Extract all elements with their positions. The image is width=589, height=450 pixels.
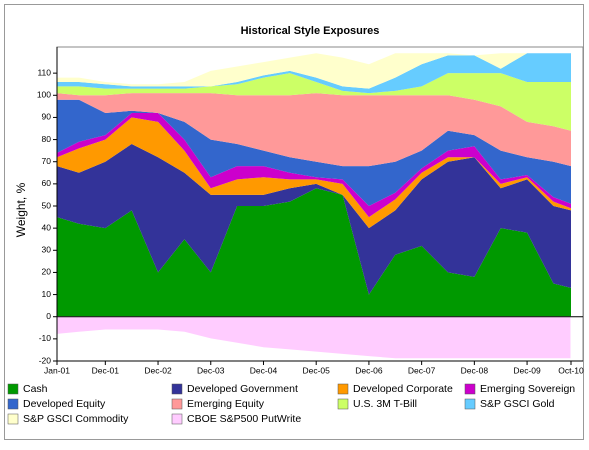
y-tick-label: 0	[46, 311, 51, 321]
legend-swatch	[464, 383, 476, 395]
x-tick-label: Dec-05	[302, 365, 330, 375]
y-tick-label: -10	[39, 333, 52, 343]
x-tick-label: Dec-07	[408, 365, 436, 375]
legend-label: Developed Government	[187, 383, 298, 395]
legend-swatch	[337, 383, 349, 395]
x-tick-label: Oct-10	[558, 365, 584, 375]
area	[57, 99, 571, 206]
legend-label: Cash	[23, 383, 48, 395]
x-tick-label: Dec-08	[461, 365, 489, 375]
legend-swatch	[171, 398, 183, 410]
x-tick-label: Dec-06	[355, 365, 383, 375]
x-tick-label: Jan-01	[44, 365, 70, 375]
x-tick-label: Dec-01	[92, 365, 120, 375]
legend-swatch	[7, 413, 19, 425]
area	[57, 144, 571, 295]
x-tick-label: Dec-09	[513, 365, 541, 375]
area	[57, 93, 571, 167]
y-tick-label: 40	[42, 222, 52, 232]
y-tick-label: 80	[42, 134, 52, 144]
y-tick-label: 90	[42, 112, 52, 122]
legend-swatch	[171, 413, 183, 425]
area	[57, 53, 571, 89]
x-tick-label: Dec-02	[144, 365, 172, 375]
y-tick-label: 50	[42, 200, 52, 210]
legend-label: U.S. 3M T-Bill	[353, 398, 417, 410]
area	[57, 188, 571, 317]
y-tick-label: 20	[42, 267, 52, 277]
x-tick-label: Dec-04	[250, 365, 278, 375]
legend-label: Developed Equity	[23, 398, 106, 410]
legend-label: Emerging Equity	[187, 398, 265, 410]
x-tick-label: Dec-03	[197, 365, 225, 375]
chart-title: Historical Style Exposures	[241, 25, 380, 37]
legend-label: S&P GSCI Gold	[480, 398, 555, 410]
legend-label: Emerging Sovereign	[480, 383, 575, 395]
legend-swatch	[7, 383, 19, 395]
area	[57, 73, 571, 131]
legend-swatch	[171, 383, 183, 395]
y-tick-label: 110	[37, 67, 51, 77]
y-tick-label: 70	[42, 156, 52, 166]
y-tick-label: -20	[39, 355, 52, 365]
area	[57, 53, 571, 94]
legend-label: Developed Corporate	[353, 383, 453, 395]
legend-swatch	[7, 398, 19, 410]
y-axis-label: Weight, %	[14, 182, 28, 237]
legend-label: CBOE S&P500 PutWrite	[187, 413, 301, 425]
y-tick-label: 100	[37, 90, 51, 100]
y-tick-label: 60	[42, 178, 52, 188]
legend-swatch	[337, 398, 349, 410]
legend-swatch	[464, 398, 476, 410]
y-tick-label: 10	[42, 289, 52, 299]
legend-label: S&P GSCI Commodity	[23, 413, 129, 425]
y-tick-label: 30	[42, 245, 52, 255]
